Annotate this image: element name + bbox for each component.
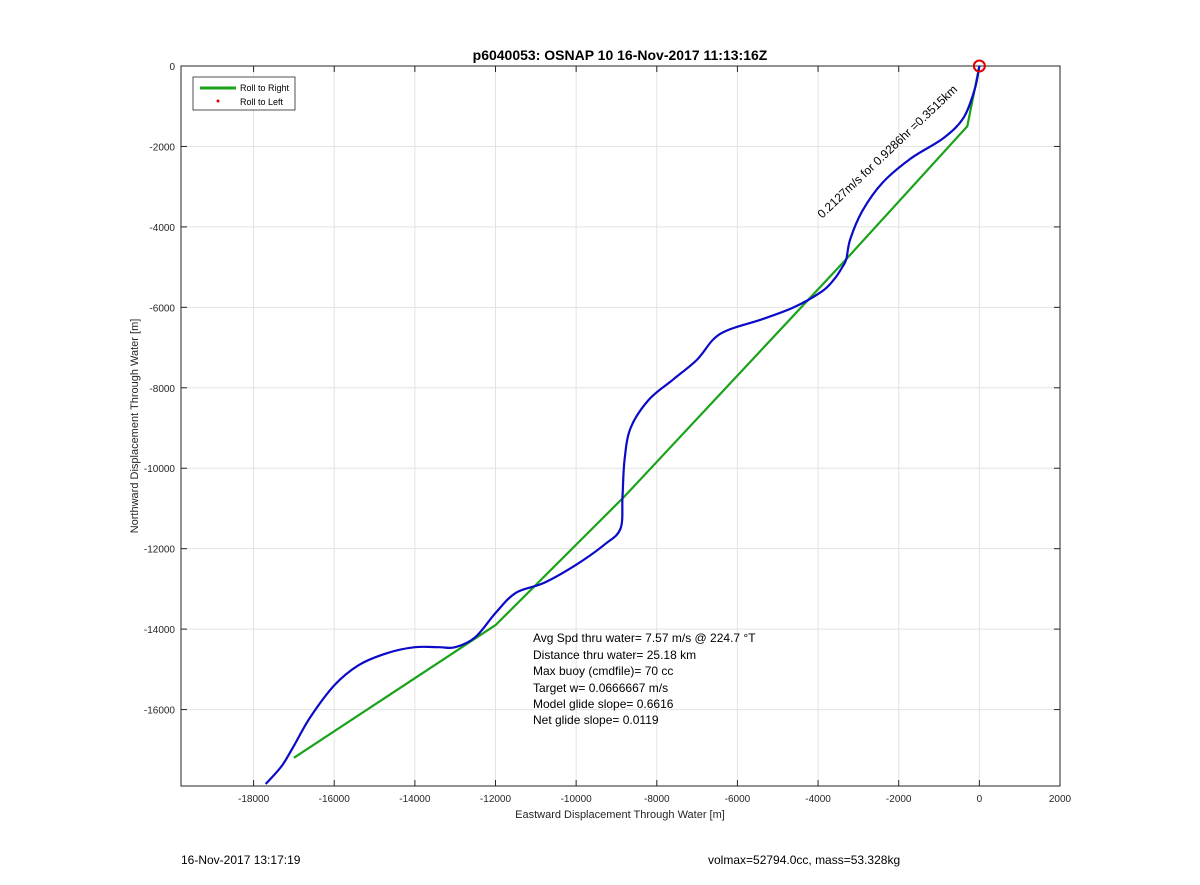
x-tick-label: -8000 xyxy=(644,794,670,805)
stats-target-w: Target w= 0.0666667 m/s xyxy=(533,681,668,695)
plot-area xyxy=(180,65,1061,787)
y-tick-label: 0 xyxy=(169,62,175,73)
y-tick-label: -16000 xyxy=(144,706,176,717)
series-line-roll-right xyxy=(293,65,981,759)
x-tick-label: -6000 xyxy=(725,794,751,805)
x-tick-label: -16000 xyxy=(319,794,351,805)
stats-distance: Distance thru water= 25.18 km xyxy=(533,648,696,662)
current-annotation-text: 0.2127m/s for 0.9286hr =0.3515km xyxy=(815,82,961,221)
stats-model-glide: Model glide slope= 0.6616 xyxy=(533,697,674,711)
axis-ticks: -18000 -16000 -14000 -12000 -10000 -8000 -6000… xyxy=(144,62,1072,805)
y-tick-label: -10000 xyxy=(144,464,176,475)
legend-label-roll-right: Roll to Right xyxy=(240,83,290,93)
y-axis-label: Northward Displacement Through Water [m] xyxy=(129,319,141,534)
footer-timestamp: 16-Nov-2017 13:17:19 xyxy=(181,853,301,867)
footer-volmass: volmax=52794.0cc, mass=53.328kg xyxy=(708,853,900,867)
x-tick-label: -12000 xyxy=(480,794,512,805)
grid-lines xyxy=(181,65,1061,786)
data-series xyxy=(264,59,986,785)
x-tick-label: -10000 xyxy=(561,794,593,805)
y-tick-label: -4000 xyxy=(149,223,175,234)
x-tick-label: -14000 xyxy=(399,794,431,805)
y-tick-label: -12000 xyxy=(144,545,176,556)
x-tick-label: -2000 xyxy=(886,794,912,805)
current-annotation: 0.2127m/s for 0.9286hr =0.3515km xyxy=(815,82,961,221)
x-tick-label: -18000 xyxy=(238,794,270,805)
x-tick-label: 0 xyxy=(977,794,983,805)
legend-box xyxy=(192,76,296,111)
y-tick-label: -8000 xyxy=(149,384,175,395)
chart-title: p6040053: OSNAP 10 16-Nov-2017 11:13:16Z xyxy=(473,47,768,63)
legend-label-roll-left: Roll to Left xyxy=(240,97,284,107)
y-tick-label: -14000 xyxy=(144,625,176,636)
y-tick-label: -6000 xyxy=(149,303,175,314)
stats-block: Avg Spd thru water= 7.57 m/s @ 224.7 °T … xyxy=(533,631,756,727)
series-line-track xyxy=(264,65,981,785)
stats-net-glide: Net glide slope= 0.0119 xyxy=(533,713,659,727)
stats-avg-speed: Avg Spd thru water= 7.57 m/s @ 224.7 °T xyxy=(533,631,756,645)
y-tick-label: -2000 xyxy=(149,142,175,153)
x-tick-label: 2000 xyxy=(1049,794,1072,805)
stats-max-buoy: Max buoy (cmdfile)= 70 cc xyxy=(533,664,673,678)
legend-swatch-roll-left xyxy=(216,99,220,103)
x-axis-label: Eastward Displacement Through Water [m] xyxy=(515,809,725,821)
legend: Roll to Right Roll to Left xyxy=(192,76,296,111)
surface-marker xyxy=(972,59,986,73)
x-tick-label: -4000 xyxy=(805,794,831,805)
